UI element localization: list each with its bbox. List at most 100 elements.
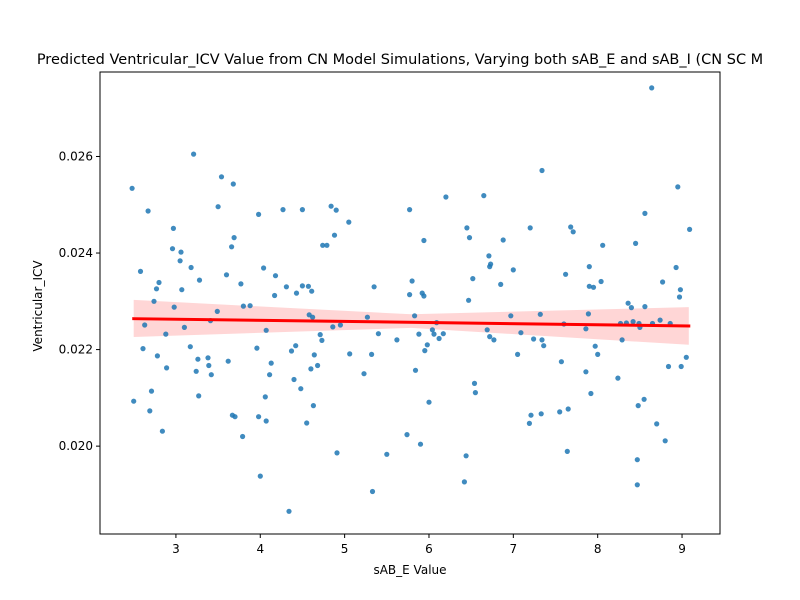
data-point [417, 441, 424, 447]
data-point [304, 420, 310, 426]
data-point [328, 203, 334, 209]
data-point [215, 204, 221, 210]
data-point [347, 351, 353, 357]
data-point [261, 265, 267, 271]
data-point [628, 305, 635, 311]
data-point [364, 314, 370, 320]
data-point [257, 473, 263, 479]
data-point [179, 287, 185, 293]
data-point [156, 279, 162, 286]
axes: 3 4 5 6 7 8 9 0.020 0.022 0.024 0.026 [59, 71, 721, 556]
data-point [585, 311, 592, 317]
data-point [140, 346, 146, 352]
data-point [687, 226, 693, 232]
data-point [412, 313, 418, 319]
data-point [537, 311, 543, 317]
data-point [412, 367, 419, 373]
data-point [315, 362, 321, 369]
data-point [361, 371, 367, 377]
data-point [484, 327, 490, 333]
data-point [293, 290, 300, 296]
data-point [333, 207, 339, 213]
data-point [208, 372, 214, 378]
data-point [148, 388, 155, 394]
data-point [487, 334, 493, 340]
data-point [407, 292, 413, 298]
data-point [240, 433, 246, 440]
data-point [267, 372, 273, 378]
data-point [181, 324, 187, 330]
x-tick-label: 5 [341, 542, 349, 556]
x-tick-label: 6 [425, 542, 433, 556]
data-point [371, 284, 377, 290]
data-point [541, 343, 547, 349]
data-point [471, 380, 478, 386]
chart-title: Predicted Ventricular_ICV Value from CN … [37, 52, 763, 68]
data-point [654, 421, 660, 427]
data-point [557, 409, 563, 415]
data-point [598, 278, 604, 285]
data-point [500, 237, 506, 243]
data-point [163, 331, 169, 337]
data-point [177, 258, 183, 264]
data-point [218, 174, 225, 180]
data-point [324, 242, 330, 248]
data-point [256, 211, 262, 217]
data-point [145, 208, 151, 214]
data-point [263, 327, 269, 333]
data-point [531, 336, 537, 342]
data-point [232, 414, 238, 420]
data-point [558, 359, 565, 365]
data-point [142, 322, 148, 328]
data-point [346, 219, 352, 225]
data-point [151, 298, 157, 304]
data-point [486, 253, 492, 259]
y-tick-label: 0.022 [59, 343, 93, 357]
data-point [330, 324, 336, 330]
data-point [518, 330, 524, 336]
data-point [310, 403, 316, 409]
data-point [634, 482, 640, 488]
data-point [678, 363, 684, 370]
data-point [129, 185, 135, 191]
data-point [592, 343, 598, 349]
data-point [526, 420, 533, 426]
data-point [568, 224, 574, 230]
plot-area [129, 85, 693, 514]
data-point [649, 85, 655, 91]
data-point [683, 354, 689, 360]
data-point [308, 366, 314, 372]
data-point [187, 344, 193, 350]
data-point [426, 399, 432, 405]
data-point [196, 393, 202, 399]
data-point [508, 313, 514, 319]
data-point [230, 181, 236, 187]
data-point [662, 438, 668, 444]
data-point [630, 319, 636, 325]
data-point [263, 418, 269, 424]
data-point [491, 337, 497, 343]
data-point [229, 244, 235, 250]
x-tick-label: 9 [678, 542, 686, 556]
data-point [673, 264, 679, 271]
data-point [463, 453, 469, 459]
data-point [676, 294, 683, 300]
data-point [337, 322, 343, 328]
data-point [334, 450, 340, 456]
data-point [311, 352, 317, 358]
data-point [416, 331, 422, 337]
data-point [153, 286, 160, 292]
data-point [272, 273, 279, 279]
data-point [436, 335, 442, 342]
data-point [268, 360, 274, 366]
data-point [421, 237, 427, 244]
data-point [440, 331, 446, 337]
data-point [528, 412, 534, 418]
data-point [563, 271, 569, 277]
data-point [384, 451, 390, 457]
data-point [293, 343, 299, 349]
data-point [657, 317, 663, 323]
data-point [193, 368, 199, 374]
